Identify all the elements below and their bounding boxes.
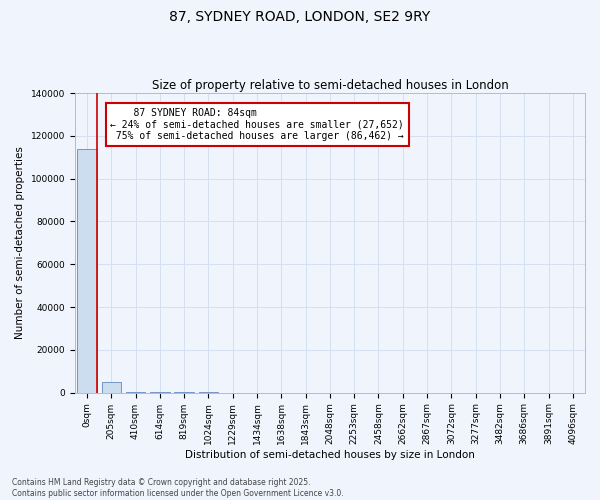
Text: 87, SYDNEY ROAD, LONDON, SE2 9RY: 87, SYDNEY ROAD, LONDON, SE2 9RY — [169, 10, 431, 24]
Bar — [77, 149, 97, 392]
X-axis label: Distribution of semi-detached houses by size in London: Distribution of semi-detached houses by … — [185, 450, 475, 460]
Title: Size of property relative to semi-detached houses in London: Size of property relative to semi-detach… — [152, 79, 508, 92]
Y-axis label: Number of semi-detached properties: Number of semi-detached properties — [15, 146, 25, 340]
Bar — [101, 382, 121, 392]
Text: 87 SYDNEY ROAD: 84sqm
← 24% of semi-detached houses are smaller (27,652)
 75% of: 87 SYDNEY ROAD: 84sqm ← 24% of semi-deta… — [110, 108, 404, 142]
Text: Contains HM Land Registry data © Crown copyright and database right 2025.
Contai: Contains HM Land Registry data © Crown c… — [12, 478, 344, 498]
